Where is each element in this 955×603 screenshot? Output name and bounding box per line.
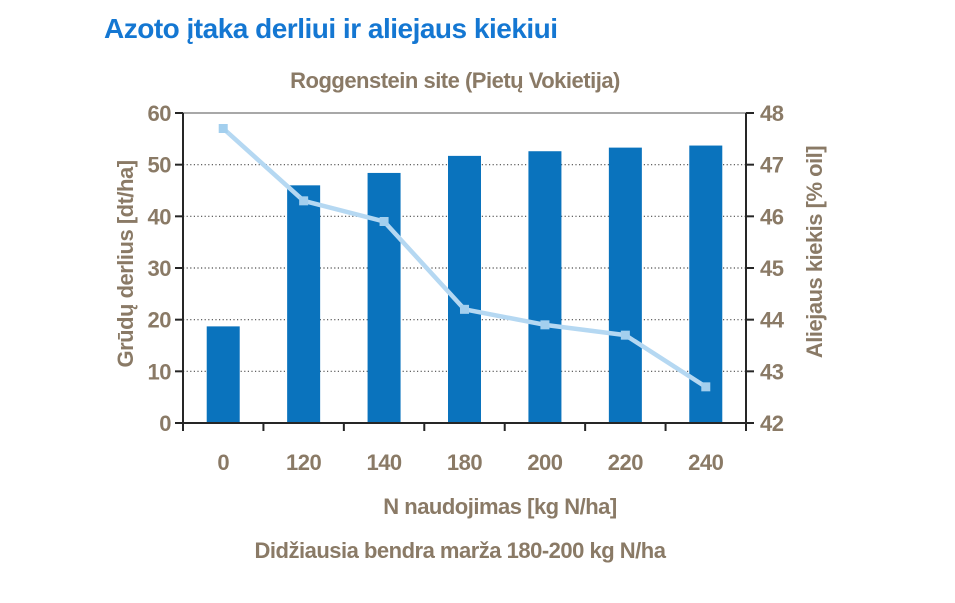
right-tick-label: 42 [760, 411, 784, 436]
line-marker-240 [701, 382, 711, 392]
line-marker-200 [540, 320, 550, 330]
bar-240 [689, 145, 723, 424]
footnote: Didžiausia bendra marža 180-200 kg N/ha [254, 538, 666, 563]
x-category-label: 140 [366, 450, 401, 475]
chart-main-title: Azoto įtaka derliui ir aliejaus kiekiui [104, 13, 558, 44]
right-tick-label: 44 [760, 308, 785, 333]
bar-0 [206, 326, 240, 423]
left-tick-label: 40 [148, 204, 172, 229]
right-tick-label: 47 [760, 153, 784, 178]
x-category-label: 200 [527, 450, 562, 475]
x-category-label: 180 [447, 450, 482, 475]
left-tick-label: 30 [148, 256, 172, 281]
left-tick-label: 10 [148, 359, 172, 384]
line-marker-0 [218, 124, 228, 133]
bar-120 [287, 185, 321, 423]
right-tick-label: 48 [760, 101, 784, 126]
line-marker-140 [379, 217, 389, 226]
bar-200 [528, 151, 562, 423]
x-category-label: 120 [286, 450, 321, 475]
left-tick-label: 0 [159, 411, 171, 436]
line-marker-120 [299, 196, 309, 206]
bar-180 [448, 155, 481, 423]
bar-220 [608, 147, 642, 423]
left-tick-label: 50 [148, 153, 172, 178]
left-tick-label: 20 [148, 308, 172, 333]
right-tick-label: 43 [760, 359, 784, 384]
x-category-label: 0 [217, 450, 229, 475]
right-tick-label: 46 [760, 204, 784, 229]
line-marker-180 [460, 304, 469, 314]
x-axis-title: N naudojimas [kg N/ha] [383, 494, 617, 519]
x-category-label: 240 [688, 450, 723, 475]
right-tick-label: 45 [760, 256, 784, 281]
x-category-label: 220 [608, 450, 643, 475]
chart-subtitle: Roggenstein site (Pietų Vokietija) [290, 68, 620, 93]
line-marker-220 [620, 330, 630, 340]
bar-140 [367, 172, 401, 423]
left-tick-label: 60 [148, 101, 172, 126]
